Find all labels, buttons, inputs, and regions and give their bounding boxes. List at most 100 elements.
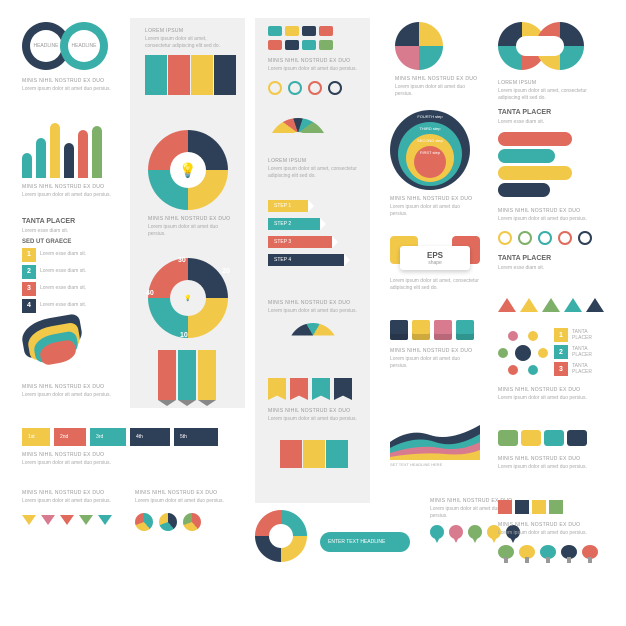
caption-title: LOREM IPSUM: [145, 28, 237, 34]
speech-bubble-icon: [285, 40, 299, 50]
caption-title: MINIS NIHIL NOSTRUD EX DUO: [135, 490, 230, 496]
list-number: 1: [22, 248, 36, 262]
ribbon-flags: MINIS NIHIL NOSTRUD EX DUO Lorem ipsum d…: [268, 378, 358, 423]
pill-badge: [498, 149, 555, 163]
list-label: TANTA PLACER: [572, 346, 598, 359]
triangle-shape: [564, 298, 582, 312]
folded-square: [456, 320, 474, 340]
down-arrow-icon: [22, 515, 36, 525]
outline-dot: [268, 81, 282, 95]
tree-icon: [561, 545, 577, 563]
caption-title: MINIS NIHIL NOSTRUD EX DUO: [22, 78, 112, 84]
caption-title: MINIS NIHIL NOSTRUD EX DUO: [498, 387, 598, 393]
tree-icon: [540, 545, 556, 563]
outline-pin-icon: [518, 231, 532, 245]
caption-body: Lorem ipsum dolor sit amet duo persius.: [268, 66, 358, 73]
speech-bubble-icon: [544, 430, 564, 446]
concentric-steps: FOURTH stepTHIRD stepSECOND stepFIRST st…: [390, 110, 475, 217]
bar: [78, 130, 88, 178]
network-node: [528, 331, 538, 341]
tanta-title: TANTA PLACER: [498, 255, 598, 262]
triangle-row: [498, 298, 604, 312]
caption-body: Lorem ipsum dolor sit amet duo persius.: [268, 416, 358, 423]
cycle-numbers: 💡 40 20 30 10: [148, 258, 228, 338]
caption-body: Lorem esse diam sit.: [22, 228, 117, 235]
list-label: Lorem esse diam sit.: [40, 251, 117, 258]
segmented-circle: MINIS NIHIL NOSTRUD EX DUO Lorem ipsum d…: [395, 22, 477, 97]
bar: [64, 143, 74, 178]
list-number: 3: [22, 282, 36, 296]
list-number: 2: [554, 345, 568, 359]
color-square: [549, 500, 563, 514]
ribbon-flag: [334, 378, 352, 400]
arrow-steps: STEP 1STEP 2STEP 3STEP 4: [268, 200, 358, 280]
speech-bubble-icon: [319, 26, 333, 36]
cycle-val: 30: [178, 257, 186, 264]
ribbon-flag: [312, 378, 330, 400]
network-node: [508, 331, 518, 341]
caption-body: Lorem ipsum dolor sit amet duo persius.: [498, 530, 598, 537]
map-pin-icon: [430, 525, 444, 543]
list-label: Lorem esse diam sit.: [40, 285, 117, 292]
chevron-steps: 1st2nd3rd4th5th MINIS NIHIL NOSTRUD EX D…: [22, 428, 232, 467]
network-node: [508, 365, 518, 375]
caption-body: Lorem ipsum dolor sit amet duo persius.: [22, 460, 232, 467]
network-node: [538, 348, 548, 358]
chevron-step: 2nd: [54, 428, 86, 446]
outline-pin-icon: [498, 231, 512, 245]
mini-pie-chart: [159, 513, 177, 531]
vertical-banner: [198, 350, 216, 400]
mini-donut: MINIS NIHIL NOSTRUD EX DUO Lorem ipsum d…: [268, 300, 358, 348]
speech-bubble-icon: [521, 430, 541, 446]
color-square: [515, 500, 529, 514]
ribbon-flag: [268, 378, 286, 400]
list-number: 2: [22, 265, 36, 279]
outline-dot: [328, 81, 342, 95]
caption-title: MINIS NIHIL NOSTRUD EX DUO: [268, 408, 358, 414]
pill-badge: [498, 132, 572, 146]
vertical-banner: [158, 350, 176, 400]
cycle-val: 10: [180, 332, 188, 339]
down-arrow-icon: [60, 515, 74, 525]
caption-body: Lorem ipsum dolor sit amet, consectetur …: [390, 278, 480, 291]
panel-tab: [214, 55, 236, 95]
network-node: [498, 348, 508, 358]
vertical-banners: [158, 350, 216, 400]
caption-body: Lorem ipsum dolor sit amet duo persius.: [22, 392, 112, 399]
triangle-shape: [542, 298, 560, 312]
headline-label: HEADLINE: [68, 30, 100, 62]
caption-body: Lorem ipsum dolor sit amet duo persius.: [498, 216, 598, 223]
caption-title: MINIS NIHIL NOSTRUD EX DUO: [22, 384, 112, 390]
caption-body: Lorem ipsum dolor sit amet duo persius.: [148, 224, 233, 237]
large-bubbles: MINIS NIHIL NOSTRUD EX DUO Lorem ipsum d…: [498, 430, 598, 471]
speech-bubble-icon: [302, 40, 316, 50]
eps-title: EPS: [427, 251, 443, 260]
triangle-shape: [498, 298, 516, 312]
pill-badge: [498, 166, 572, 180]
caption-body: Lorem ipsum dolor sit amet duo persius.: [390, 204, 475, 217]
squares-trees: MINIS NIHIL NOSTRUD EX DUO Lorem ipsum d…: [498, 500, 598, 563]
tree-icon: [519, 545, 535, 563]
caption-body: Lorem ipsum dolor sit amet duo persius.: [22, 498, 117, 505]
panel-tab: [191, 55, 213, 95]
tree-icon: [582, 545, 598, 563]
caption-body: Lorem ipsum dolor sit amet duo persius.: [498, 395, 598, 402]
map-pin-icon: [449, 525, 463, 543]
speech-bubble-icon: [498, 430, 518, 446]
arrow-pill: ENTER TEXT HEADLINE: [320, 532, 410, 552]
pill-badge: [498, 183, 550, 197]
caption-title: MINIS NIHIL NOSTRUD EX DUO: [22, 452, 232, 458]
caption-title: LOREM IPSUM: [498, 80, 598, 86]
network-core: [515, 345, 531, 361]
cycle-diagram: 💡 MINIS NIHIL NOSTRUD EX DUO Lorem ipsum…: [148, 130, 233, 237]
network-block: 1TANTA PLACER2TANTA PLACER3TANTA PLACER …: [498, 328, 598, 402]
eps-shape: 1 2 EPS shape Lorem ipsum dolor sit amet…: [390, 236, 480, 291]
panel-tabs: LOREM IPSUM Lorem ipsum dolor sit amet, …: [145, 28, 237, 95]
outline-pin-icon: [558, 231, 572, 245]
speech-bubble-icon: [567, 430, 587, 446]
caption-title: MINIS NIHIL NOSTRUD EX DUO: [498, 522, 598, 528]
chevron-step: 4th: [130, 428, 170, 446]
caption-body: Lorem ipsum dolor sit amet duo persius.: [390, 356, 475, 369]
bar-chart: MINIS NIHIL NOSTRUD EX DUO Lorem ipsum d…: [22, 118, 112, 199]
list-label: TANTA PLACER: [572, 329, 598, 342]
